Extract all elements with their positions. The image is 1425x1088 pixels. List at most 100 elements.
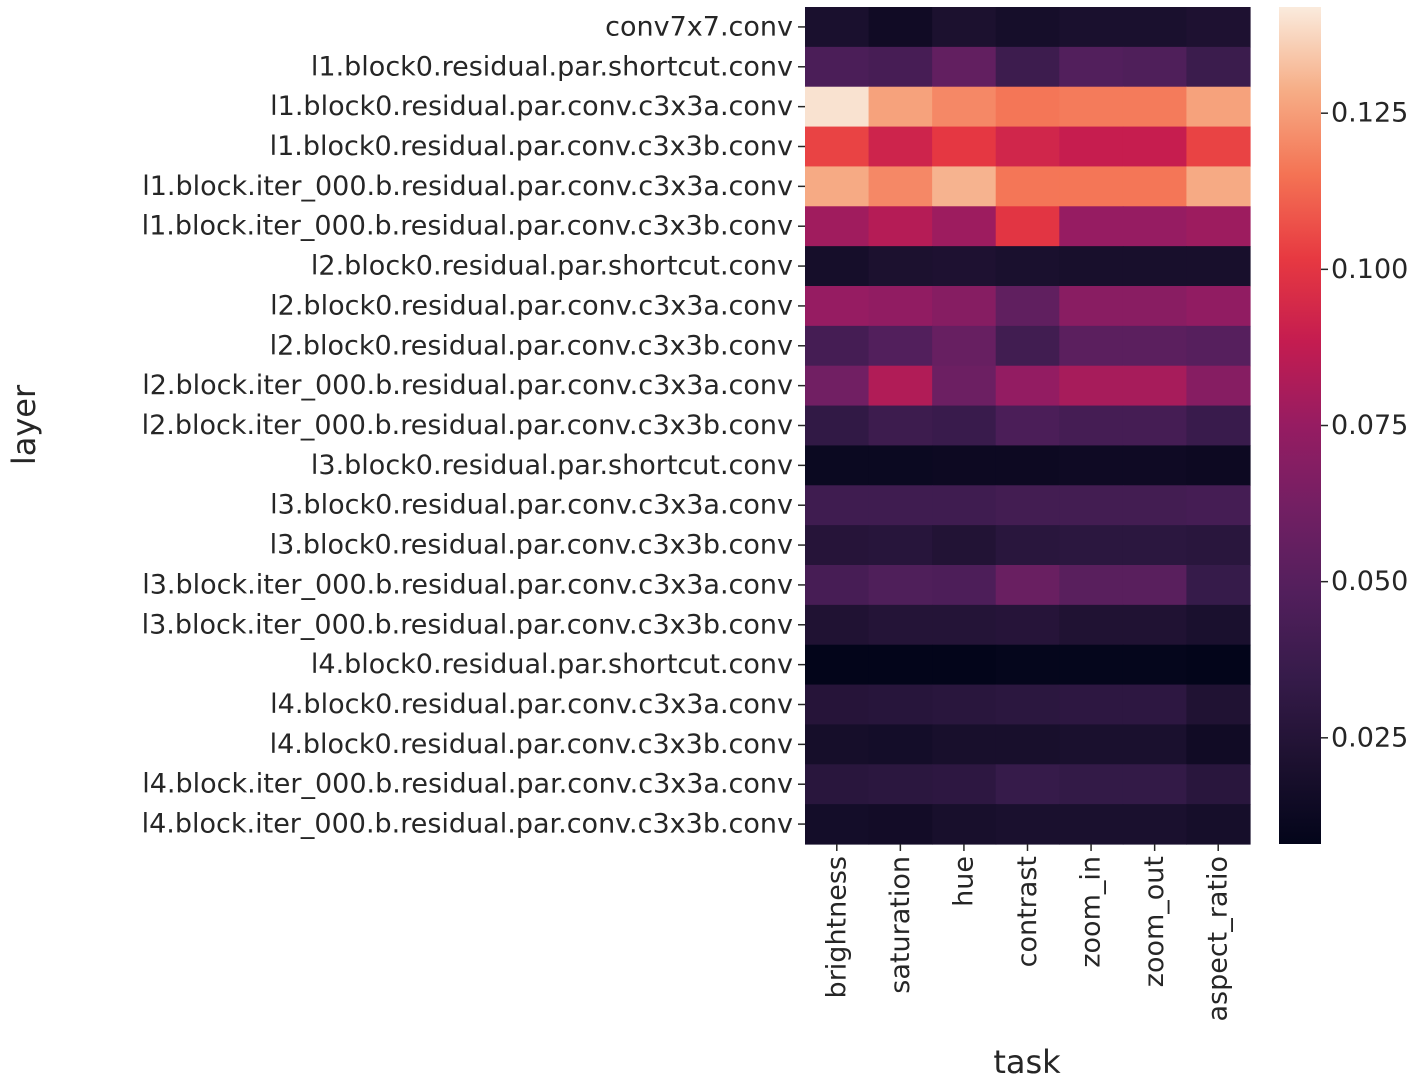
y-axis-ticks: conv7x7.conv l1.block0.residual.par.short…	[142, 11, 805, 840]
heatmap-cell	[995, 804, 1060, 845]
heatmap-cell	[995, 46, 1060, 88]
heatmap-cell	[805, 126, 870, 168]
y-tick-label: l4.block0.residual.par.shortcut.conv	[311, 649, 793, 680]
heatmap-cell	[995, 166, 1060, 207]
heatmap-cell	[805, 405, 870, 447]
heatmap-cell	[995, 325, 1060, 367]
heatmap-cell	[868, 764, 933, 805]
y-tick-label: l3.block0.residual.par.shortcut.conv	[311, 450, 793, 481]
heatmap-cell	[995, 126, 1060, 168]
heatmap-cell	[995, 286, 1060, 327]
colorbar-ticks: 0.025 0.050 0.075 0.100 0.125	[1321, 98, 1408, 753]
heatmap-cell	[1186, 684, 1251, 726]
heatmap-cell	[868, 724, 933, 765]
heatmap-cell	[868, 565, 933, 606]
heatmap-cell	[1059, 644, 1124, 686]
heatmap-cell	[995, 246, 1060, 287]
heatmap-cell	[1186, 525, 1251, 566]
x-tick-label: zoom_in	[1076, 856, 1107, 968]
x-tick-label: zoom_out	[1139, 856, 1170, 987]
y-axis-title: layer	[5, 384, 43, 465]
y-tick-label: l1.block.iter_000.b.residual.par.conv.c3…	[142, 171, 793, 202]
heatmap-cell	[932, 644, 997, 686]
heatmap-cell	[932, 7, 997, 48]
heatmap-cell	[1059, 804, 1124, 845]
heatmap-cell	[1186, 46, 1251, 88]
heatmap-cell	[1186, 405, 1251, 447]
heatmap-cell	[868, 206, 933, 247]
heatmap-cell	[995, 405, 1060, 447]
colorbar-tick-label: 0.050	[1331, 566, 1408, 597]
y-tick-label: l3.block.iter_000.b.residual.par.conv.c3…	[142, 569, 793, 600]
colorbar-tick-label: 0.100	[1331, 254, 1408, 285]
y-tick-label: l3.block.iter_000.b.residual.par.conv.c3…	[142, 609, 793, 640]
heatmap-cell	[932, 86, 997, 128]
heatmap-cell	[805, 166, 870, 207]
heatmap-cell	[1059, 206, 1124, 247]
heatmap-cell	[805, 485, 870, 526]
heatmap-cell	[1122, 286, 1188, 327]
heatmap-cell	[1186, 246, 1251, 287]
heatmap-cell	[1059, 405, 1124, 447]
heatmap-cell	[868, 86, 933, 128]
heatmap-cell	[868, 804, 933, 845]
heatmap-cell	[1122, 206, 1188, 247]
y-tick-label: l2.block.iter_000.b.residual.par.conv.c3…	[142, 410, 793, 441]
heatmap-cell	[805, 445, 870, 486]
x-tick-label: brightness	[821, 856, 852, 998]
heatmap-cell	[1186, 644, 1251, 686]
heatmap-cell	[932, 724, 997, 765]
heatmap-cell	[868, 286, 933, 327]
heatmap-cell	[1122, 764, 1188, 805]
heatmap-cell	[1186, 7, 1251, 48]
heatmap-cell	[995, 724, 1060, 765]
heatmap-cell	[868, 604, 933, 646]
heatmap-cell	[1122, 365, 1188, 407]
heatmap-cell	[1186, 206, 1251, 247]
heatmap-cell	[1186, 804, 1251, 845]
heatmap-cell	[805, 804, 870, 845]
heatmap-cell	[1059, 724, 1124, 765]
y-tick-label: l1.block0.residual.par.shortcut.conv	[311, 51, 793, 82]
heatmap-cell	[1122, 804, 1188, 845]
heatmap-cell	[1186, 764, 1251, 805]
heatmap-cell	[995, 86, 1060, 128]
heatmap-cell	[995, 365, 1060, 407]
heatmap-cell	[868, 46, 933, 88]
heatmap-cell	[868, 365, 933, 407]
heatmap-cell	[932, 325, 997, 367]
heatmap-cell	[1186, 166, 1251, 207]
heatmap-cell	[1059, 126, 1124, 168]
y-tick-label: l4.block0.residual.par.conv.c3x3a.conv	[270, 689, 793, 720]
heatmap-cell	[1186, 365, 1251, 407]
heatmap-cell	[805, 684, 870, 726]
heatmap-cell	[932, 246, 997, 287]
heatmap-cell	[868, 525, 933, 566]
heatmap-cell	[868, 644, 933, 686]
heatmap-cell	[995, 604, 1060, 646]
heatmap-cell	[1186, 325, 1251, 367]
heatmap-cell	[805, 644, 870, 686]
heatmap-cell	[805, 724, 870, 765]
y-tick-label: l4.block0.residual.par.conv.c3x3b.conv	[270, 729, 793, 760]
heatmap-cell	[1059, 325, 1124, 367]
heatmap-cell	[1059, 86, 1124, 128]
y-tick-label: l1.block0.residual.par.conv.c3x3a.conv	[270, 91, 793, 122]
heatmap-cell	[1122, 565, 1188, 606]
y-tick-label: l1.block.iter_000.b.residual.par.conv.c3…	[142, 211, 793, 242]
heatmap-cell	[1122, 525, 1188, 566]
heatmap-cell	[1122, 405, 1188, 447]
heatmap-cell	[932, 286, 997, 327]
heatmap-cell	[1122, 445, 1188, 486]
heatmap-cell	[932, 764, 997, 805]
heatmap-cell	[868, 166, 933, 207]
heatmap-cell	[1122, 86, 1188, 128]
heatmap-cell	[868, 7, 933, 48]
heatmap-cell	[868, 485, 933, 526]
heatmap-cell	[932, 604, 997, 646]
y-tick-label: l4.block.iter_000.b.residual.par.conv.c3…	[142, 769, 793, 800]
heatmap-cell	[932, 804, 997, 845]
heatmap-cell	[995, 525, 1060, 566]
heatmap-cell	[1186, 485, 1251, 526]
heatmap-cell	[1122, 684, 1188, 726]
